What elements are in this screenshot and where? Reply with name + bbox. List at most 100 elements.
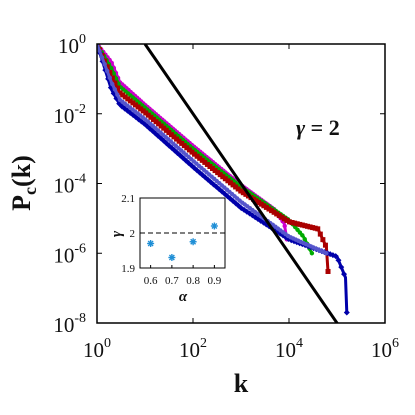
series-point [127,98,133,104]
series-point [176,138,182,144]
series-point [269,208,275,214]
series-point [161,125,167,131]
x-tick-label: 106 [371,336,399,362]
y-tick-label: 10-8 [53,311,86,337]
inset-x-tick-label: 0.9 [208,275,222,287]
series-point [300,233,305,238]
y-tick-base: 10 [53,243,74,267]
series-point [287,219,293,225]
inset-x-tick-label: 0.7 [165,275,179,287]
series-point [125,96,131,102]
series-point [215,170,221,176]
y-tick-base: 10 [53,313,74,337]
series-point [107,75,112,80]
series-point [292,220,298,226]
x-tick-base: 10 [83,338,104,362]
series-point [238,188,244,194]
inset-points [147,222,218,261]
series-point [235,186,241,192]
series-point [202,159,208,165]
series-point [179,140,185,146]
series-point [225,178,231,184]
series-point [335,257,342,264]
series-point [104,68,110,74]
series-point [109,75,115,81]
series-point [111,71,116,76]
series-point [156,121,162,127]
x-tick-labels: 100 102 104 106 [83,336,399,362]
series-point [138,106,144,112]
series-point [102,62,107,67]
series-point [120,92,126,98]
y-tick-exp: -4 [74,172,86,187]
inset-y-tick-label: 2.1 [121,193,135,205]
y-tick-label: 100 [58,32,86,58]
series-point [104,64,110,70]
y-tick-exp: -8 [74,311,86,326]
y-tick-base: 10 [53,174,74,198]
y-axis-label: Pc(k) [7,155,40,211]
inset-plot: 0.6 0.7 0.8 0.9 1.9 2 2.1 α γ [109,193,226,305]
series-point [230,182,236,188]
series-point [158,123,164,129]
y-tick-label: 10-6 [53,241,86,267]
series-point [341,271,348,278]
reference-line-layer [143,44,339,323]
x-tick-base: 10 [179,338,200,362]
inset-x-label: α [179,289,188,305]
series-point [109,65,114,71]
series-point [338,264,345,271]
series-point [210,166,216,172]
series-point [274,211,280,217]
series-point [163,127,169,133]
series-point [309,251,315,256]
series-point [99,55,105,60]
x-tick-base: 10 [275,338,296,362]
series-point [304,223,310,229]
series-point [110,81,115,87]
series-point [324,251,329,256]
series-point [192,151,198,157]
y-axis-label-sub: c [20,187,40,195]
x-tick-label: 100 [83,336,111,362]
series-point [271,209,277,215]
gamma-equation: = 2 [305,115,340,140]
x-tick-exp: 0 [104,336,111,351]
gamma-annotation: γ = 2 [296,115,340,140]
series-point [166,130,172,136]
series-point [294,221,300,227]
series-point [115,85,121,91]
series-point [212,168,218,174]
series-point [252,214,259,221]
series-point [204,161,210,167]
series-point [281,216,287,222]
series-point [243,191,249,197]
series-point [256,199,262,205]
y-tick-base: 10 [53,104,74,128]
x-tick-exp: 2 [200,336,207,351]
series-point [322,242,328,248]
series-point [181,143,187,149]
series-point [150,116,156,122]
series-point [343,309,350,316]
series-point [289,220,295,226]
tick-marks [96,43,386,324]
y-tick-exp: -2 [74,102,86,117]
y-tick-exp: -6 [74,241,86,256]
inset-point [147,240,155,247]
series-point [115,92,120,97]
series-point [140,108,146,114]
y-tick-exp: 0 [79,32,86,47]
inset-point [189,238,197,246]
series-point [168,132,174,138]
gamma-2-reference-line [143,44,339,323]
series-point [320,237,326,243]
inset-y-tick-labels: 1.9 2 2.1 [121,193,135,275]
series-2 [97,44,331,274]
inset-x-tick-label: 0.6 [144,275,158,287]
series-point [302,236,307,242]
y-axis-label-main: P [7,195,36,211]
